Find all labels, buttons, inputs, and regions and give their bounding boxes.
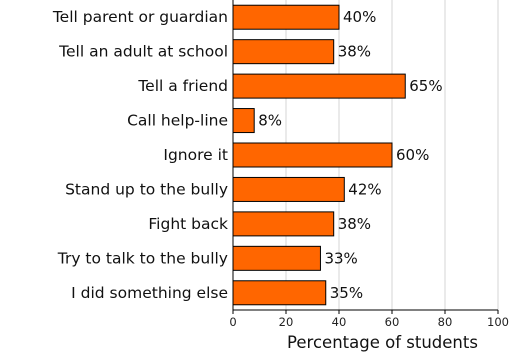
value-label: 65% [409,77,442,95]
value-label: 38% [338,43,371,61]
category-label: Tell a friend [137,77,228,95]
category-label: Tell an adult at school [58,43,228,61]
value-label: 35% [330,284,363,302]
bar [232,73,406,99]
value-label: 60% [396,146,429,164]
x-tick-label: 60 [385,315,400,329]
category-label: Ignore it [163,146,228,164]
category-label: Fight back [148,215,228,233]
bar [232,280,327,306]
bar [232,176,345,202]
bar [232,142,393,168]
bar [232,245,321,271]
bar [232,211,335,237]
x-tick-label: 80 [438,315,453,329]
x-axis-ticks: 0 20 40 60 80 100 [229,310,509,329]
value-label: 40% [343,8,376,26]
x-tick-label: 0 [229,315,236,329]
bar [232,4,340,30]
category-label: Tell parent or guardian [52,8,228,26]
x-tick-label: 20 [279,315,294,329]
category-label: Try to talk to the bully [57,249,228,267]
value-label: 33% [324,249,357,267]
value-label: 38% [338,215,371,233]
value-label: 42% [348,180,381,198]
value-labels: 40% 38% 65% 8% 60% 42% 38% 33% 35% [258,8,442,302]
bars [232,4,406,306]
category-label: Call help-line [127,112,228,130]
category-label: Stand up to the bully [65,180,228,198]
category-label: I did something else [71,284,228,302]
bar [232,39,335,65]
bar [232,108,255,134]
x-axis-title: Percentage of students [287,333,478,352]
x-tick-label: 100 [487,315,509,329]
category-labels: Tell parent or guardian Tell an adult at … [52,8,228,302]
x-tick-label: 40 [332,315,347,329]
value-label: 8% [258,112,282,130]
